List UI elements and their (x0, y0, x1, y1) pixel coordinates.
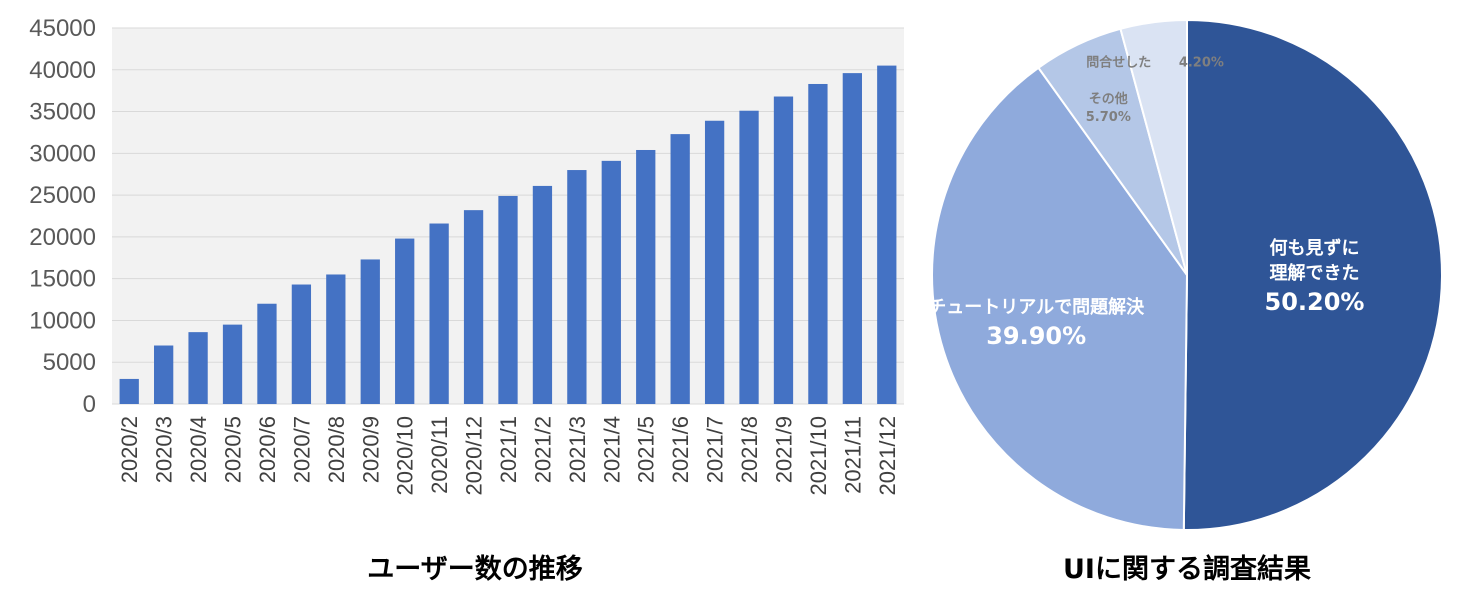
y-tick-label: 45000 (29, 15, 96, 42)
x-tick-label: 2020/9 (358, 416, 383, 483)
bar (842, 73, 862, 405)
bar (188, 332, 208, 404)
bar (463, 210, 484, 404)
y-tick-label: 30000 (29, 140, 96, 167)
bar (877, 65, 897, 404)
pie-slice-name: 問合せした (1086, 55, 1151, 71)
x-tick-label: 2020/2 (117, 416, 142, 483)
pie-slices (931, 18, 1443, 531)
x-tick-label: 2020/5 (221, 416, 246, 483)
pie-slice-name: 理解できた (1269, 262, 1359, 284)
bar (567, 170, 587, 404)
y-tick-label: 20000 (29, 224, 96, 251)
y-tick-label: 5000 (43, 349, 96, 376)
pie-slice-name: その他 (1089, 91, 1128, 107)
bar (429, 223, 449, 404)
y-axis-ticks: 0 5000 10000 15000 20000 25000 30000 35000 40000… (29, 15, 96, 418)
x-tick-label: 2021/2 (530, 416, 555, 483)
pie-chart-title: UIに関する調査結果 (1063, 553, 1311, 585)
pie-slice-value: 4.20% (1179, 56, 1224, 71)
pie-slice-value: 5.70% (1086, 110, 1131, 125)
x-tick-label: 2021/12 (875, 416, 900, 496)
x-tick-label: 2021/11 (840, 416, 865, 494)
x-tick-label: 2020/6 (255, 416, 280, 483)
x-tick-label: 2021/3 (565, 416, 590, 483)
pie-slice (931, 66, 1189, 531)
bar (808, 83, 828, 404)
bar (291, 284, 312, 404)
bar (154, 345, 174, 404)
x-tick-label: 2021/7 (703, 416, 728, 483)
bar (326, 274, 346, 404)
x-tick-label: 2020/12 (462, 416, 487, 496)
x-tick-label: 2021/5 (634, 416, 659, 483)
x-tick-label: 2021/1 (496, 416, 521, 483)
y-tick-label: 35000 (29, 99, 96, 126)
x-tick-label: 2020/11 (427, 416, 452, 494)
pie-slice-name: 何も見ずに (1269, 237, 1359, 259)
y-tick-label: 15000 (29, 266, 96, 293)
bar (257, 303, 277, 404)
bar (670, 134, 690, 405)
pie-slice-value: 50.20% (1265, 288, 1365, 316)
bar (601, 160, 621, 404)
pie-slice-value: 39.90% (986, 322, 1086, 350)
x-tick-label: 2021/4 (599, 416, 624, 483)
bar (498, 195, 518, 404)
x-tick-label: 2020/7 (289, 416, 314, 483)
y-tick-label: 0 (83, 391, 96, 418)
pie-slice-name: チュートリアルで問題解決 (928, 296, 1145, 318)
y-tick-label: 10000 (29, 307, 96, 334)
pie-slice (1119, 18, 1188, 276)
bar (773, 96, 794, 404)
bar (395, 238, 415, 404)
y-tick-label: 40000 (29, 57, 96, 84)
x-tick-label: 2021/8 (737, 416, 762, 483)
x-tick-label: 2021/9 (771, 416, 796, 483)
y-tick-label: 25000 (29, 182, 96, 209)
x-tick-label: 2020/10 (393, 416, 418, 496)
bars (119, 65, 897, 405)
bar (119, 378, 139, 404)
bar-chart: 0 5000 10000 15000 20000 25000 30000 35000 40000… (29, 15, 904, 585)
x-tick-label: 2021/10 (806, 416, 831, 496)
bar (739, 110, 759, 404)
bar-chart-title: ユーザー数の推移 (367, 554, 582, 585)
x-axis-ticks: 2020/2 2020/3 2020/4 2020/5 2020/6 2020/7 2020… (117, 416, 900, 496)
bar (360, 259, 380, 404)
x-tick-label: 2020/8 (324, 416, 349, 483)
pie-slice (1182, 18, 1443, 531)
bar (222, 324, 243, 404)
bar (636, 149, 656, 404)
x-tick-label: 2020/4 (186, 416, 211, 483)
x-tick-label: 2020/3 (152, 416, 177, 483)
bar (704, 120, 725, 404)
bar (532, 185, 553, 404)
x-tick-label: 2021/6 (668, 416, 693, 483)
